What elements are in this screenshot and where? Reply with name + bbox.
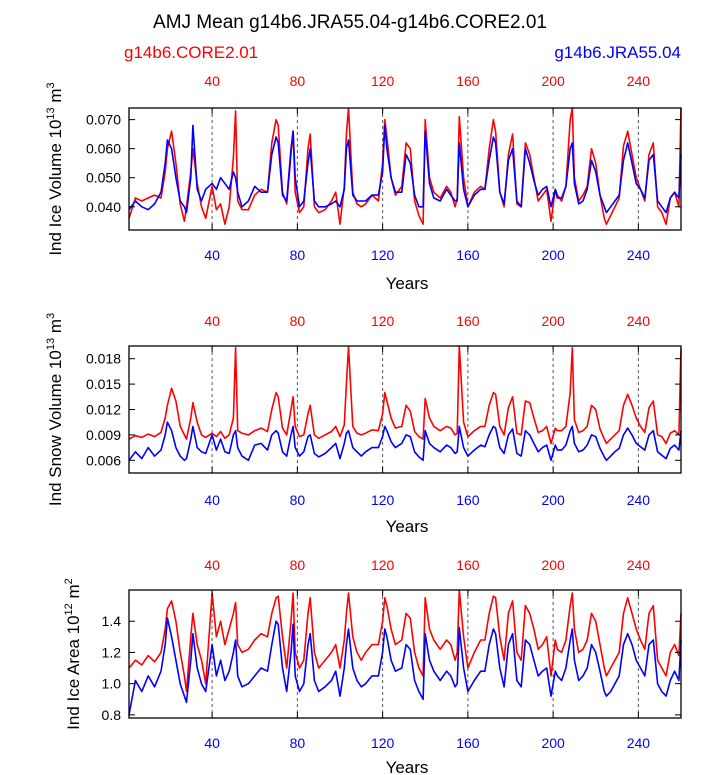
ice-area-xtick-label-top: 240 xyxy=(627,557,651,573)
figure-title: AMJ Mean g14b6.JRA55.04-g14b6.CORE2.01 xyxy=(153,12,547,33)
snow-volume-xtick-label-top: 120 xyxy=(371,313,395,329)
ice-area-xtick-label-bottom: 160 xyxy=(456,735,480,751)
ice-volume-xtick-label-top: 160 xyxy=(456,73,480,89)
ice-volume-ytick-label: 0.060 xyxy=(86,141,121,157)
ice-volume-ytick-label: 0.070 xyxy=(86,112,121,128)
ice-volume-xtick-label-top: 240 xyxy=(627,73,651,89)
ice-area-xlabel: Years xyxy=(386,758,429,775)
snow-volume-panel: 0.006 0.009 0.012 0.015 0.018 40 40 80 80 120 120 1… xyxy=(45,313,682,536)
ice-area-panel: 0.8 1.0 1.2 1.4 40 40 80 80 120 120 160 160 200 200 24… xyxy=(63,557,682,775)
snow-volume-xtick-label-top: 160 xyxy=(456,313,480,329)
ice-area-xtick-label-bottom: 80 xyxy=(290,735,306,751)
ice-area-ytick-label: 0.8 xyxy=(102,707,122,723)
snow-volume-xtick-label-bottom: 200 xyxy=(541,492,565,508)
ice-area-xtick-label-top: 40 xyxy=(204,557,220,573)
snow-volume-series-core xyxy=(128,345,682,445)
ice-area-series-core xyxy=(128,589,682,693)
ice-volume-xtick-label-bottom: 160 xyxy=(456,247,480,263)
ice-area-xtick-label-bottom: 120 xyxy=(371,735,395,751)
snow-volume-ytick-label: 0.012 xyxy=(86,402,121,418)
snow-volume-ytick-label: 0.018 xyxy=(86,351,121,367)
snow-volume-ytick-label: 0.009 xyxy=(86,427,121,443)
ice-area-ytick-label: 1.0 xyxy=(102,676,122,692)
ice-volume-xtick-label-bottom: 80 xyxy=(290,247,306,263)
ice-volume-xtick-label-top: 200 xyxy=(541,73,565,89)
ice-area-plot-frame xyxy=(128,589,682,719)
snow-volume-series-jra xyxy=(128,421,682,462)
snow-volume-xlabel: Years xyxy=(386,517,429,536)
ice-area-xtick-label-bottom: 240 xyxy=(627,735,651,751)
ice-volume-xtick-label-bottom: 240 xyxy=(627,247,651,263)
ice-volume-xtick-label-bottom: 200 xyxy=(541,247,565,263)
snow-volume-xtick-label-bottom: 40 xyxy=(204,492,220,508)
legend-core: g14b6.CORE2.01 xyxy=(124,43,258,62)
panels: 0.040 0.050 0.060 0.070 40 40 80 80 120 120 160 160… xyxy=(45,73,682,775)
ice-volume-xtick-label-bottom: 40 xyxy=(204,247,220,263)
ice-volume-series-jra xyxy=(128,124,682,214)
snow-volume-xtick-label-bottom: 120 xyxy=(371,492,395,508)
ice-volume-xtick-label-top: 40 xyxy=(204,73,220,89)
legend-jra: g14b6.JRA55.04 xyxy=(554,43,681,62)
ice-volume-xtick-label-bottom: 120 xyxy=(371,247,395,263)
snow-volume-ytick-label: 0.006 xyxy=(86,452,121,468)
ice-volume-xtick-label-top: 80 xyxy=(290,73,306,89)
ice-area-ytick-label: 1.2 xyxy=(102,644,122,660)
ice-area-series-jra xyxy=(128,617,682,716)
ice-volume-xtick-label-top: 120 xyxy=(371,73,395,89)
ice-area-xtick-label-bottom: 200 xyxy=(541,735,565,751)
snow-volume-xtick-label-bottom: 80 xyxy=(290,492,306,508)
ice-area-xtick-label-bottom: 40 xyxy=(204,735,220,751)
snow-volume-xtick-label-top: 80 xyxy=(290,313,306,329)
snow-volume-ylabel: Ind Snow Volume 1013 m3 xyxy=(45,313,65,506)
snow-volume-xtick-label-bottom: 160 xyxy=(456,492,480,508)
snow-volume-xtick-label-top: 240 xyxy=(627,313,651,329)
ice-volume-plot-frame xyxy=(128,107,682,231)
ice-volume-xlabel: Years xyxy=(386,274,429,293)
snow-volume-xtick-label-top: 40 xyxy=(204,313,220,329)
ice-area-xtick-label-top: 120 xyxy=(371,557,395,573)
snow-volume-xtick-label-top: 200 xyxy=(541,313,565,329)
ice-volume-panel: 0.040 0.050 0.060 0.070 40 40 80 80 120 120 160 160… xyxy=(45,73,682,293)
snow-volume-xtick-label-bottom: 240 xyxy=(627,492,651,508)
ice-area-ylabel: Ind Ice Area 1012 m2 xyxy=(63,578,83,730)
ice-volume-ytick-label: 0.050 xyxy=(86,170,121,186)
ice-volume-ylabel: Ind Ice Volume 1013 m3 xyxy=(45,82,65,255)
ice-area-xtick-label-top: 200 xyxy=(541,557,565,573)
ice-area-ytick-label: 1.4 xyxy=(102,613,122,629)
ice-volume-ytick-label: 0.040 xyxy=(86,199,121,215)
snow-volume-ytick-label: 0.015 xyxy=(86,376,121,392)
ice-area-xtick-label-top: 160 xyxy=(456,557,480,573)
ice-area-xtick-label-top: 80 xyxy=(290,557,306,573)
